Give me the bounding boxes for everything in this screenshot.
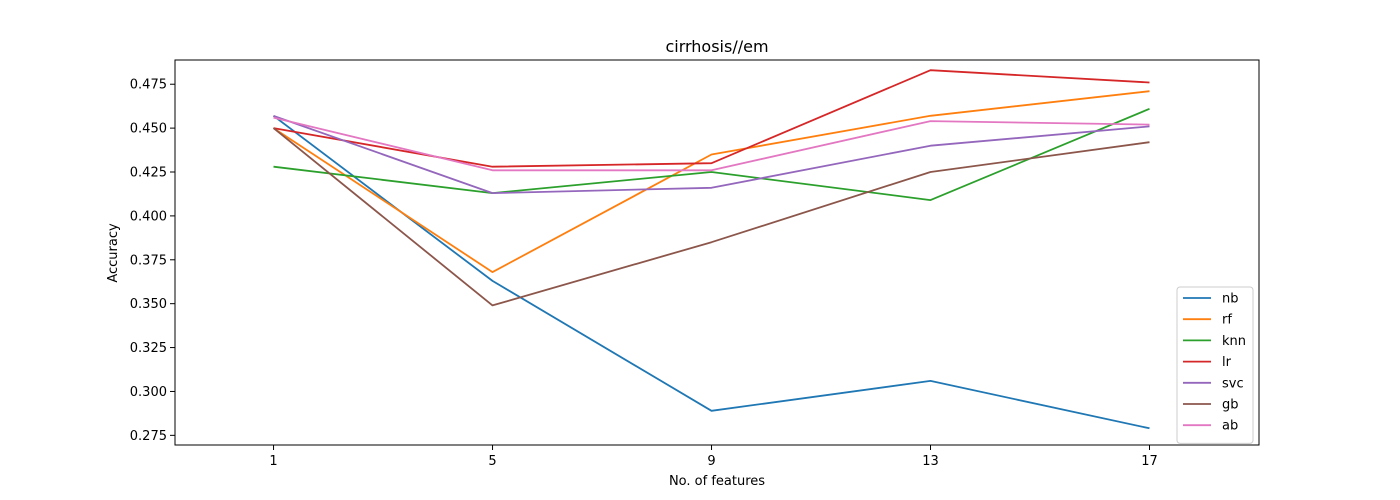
y-tick-label: 0.425	[130, 166, 167, 181]
legend-label-nb: nb	[1222, 292, 1239, 307]
x-tick-label: 5	[488, 454, 496, 469]
x-axis: 1 5 9 13 17	[269, 445, 1158, 469]
legend-label-svc: svc	[1222, 376, 1244, 391]
series-line-rf	[273, 90, 1150, 274]
y-axis-title: Accuracy	[106, 223, 121, 283]
chart-title: cirrhosis//em	[665, 37, 768, 56]
y-tick-label: 0.375	[130, 253, 167, 268]
legend-label-rf: rf	[1222, 313, 1232, 328]
series-line-svc	[273, 114, 1150, 195]
series-line-gb	[272, 127, 1150, 307]
y-tick-label: 0.400	[130, 209, 167, 224]
y-tick-label: 0.475	[130, 78, 167, 93]
x-tick-label: 13	[922, 454, 939, 469]
series-line-ab	[273, 116, 1150, 172]
y-tick-label: 0.300	[130, 385, 167, 400]
series-line-lr	[273, 69, 1150, 168]
series-line-knn	[273, 107, 1150, 202]
y-axis: 0.275 0.300 0.325 0.350 0.375 0.400 0.425 0.450…	[130, 78, 175, 444]
legend-box	[1176, 286, 1254, 444]
series-group	[272, 69, 1150, 430]
x-tick-label: 17	[1141, 454, 1158, 469]
legend-label-lr: lr	[1222, 355, 1232, 370]
y-tick-label: 0.325	[130, 341, 167, 356]
x-tick-label: 9	[707, 454, 715, 469]
y-tick-label: 0.275	[130, 429, 167, 444]
legend-label-ab: ab	[1222, 419, 1238, 434]
series-line-nb	[272, 115, 1150, 430]
plot-frame	[174, 59, 1260, 446]
y-tick-label: 0.450	[130, 122, 167, 137]
legend-label-knn: knn	[1222, 334, 1246, 349]
legend-label-gb: gb	[1222, 398, 1239, 413]
legend: nb rf knn lr svc gb ab	[1176, 286, 1254, 444]
x-axis-title: No. of features	[669, 474, 765, 489]
y-tick-label: 0.350	[130, 297, 167, 312]
x-tick-label: 1	[269, 454, 277, 469]
